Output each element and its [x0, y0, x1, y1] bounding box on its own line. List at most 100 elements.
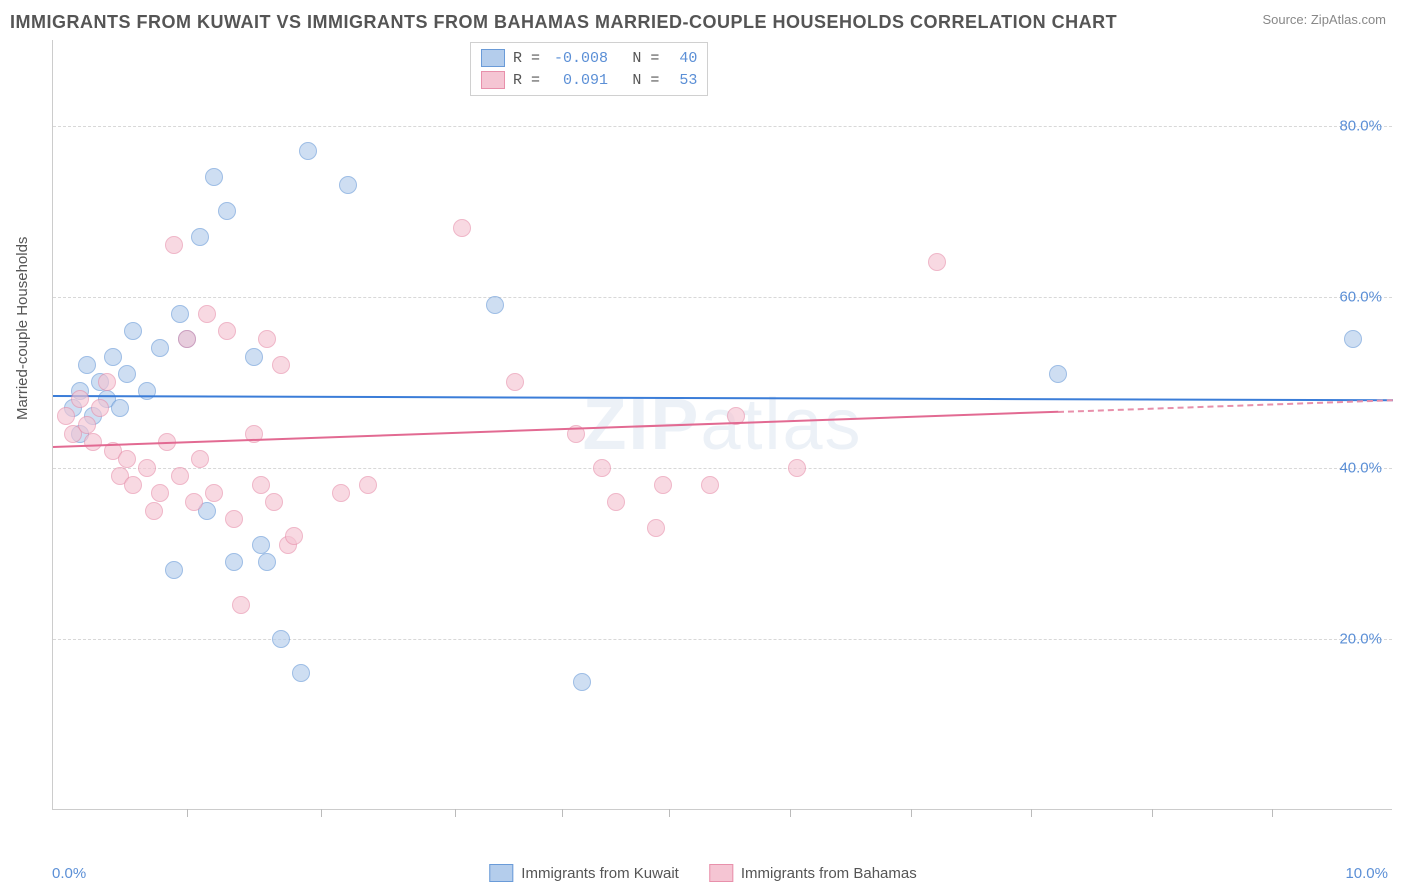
- x-tick: [1272, 809, 1273, 817]
- scatter-point: [299, 142, 317, 160]
- x-tick: [790, 809, 791, 817]
- scatter-point: [205, 168, 223, 186]
- scatter-point: [1049, 365, 1067, 383]
- gridline-horizontal: [53, 126, 1392, 127]
- scatter-point: [205, 484, 223, 502]
- legend-swatch: [489, 864, 513, 882]
- scatter-point: [165, 561, 183, 579]
- scatter-point: [84, 433, 102, 451]
- scatter-point: [78, 416, 96, 434]
- n-value: 53: [667, 72, 697, 89]
- scatter-point: [292, 664, 310, 682]
- legend-series-item: Immigrants from Kuwait: [489, 864, 679, 882]
- scatter-point: [788, 459, 806, 477]
- scatter-point: [171, 305, 189, 323]
- scatter-point: [78, 356, 96, 374]
- scatter-point: [272, 356, 290, 374]
- scatter-point: [218, 322, 236, 340]
- scatter-point: [258, 330, 276, 348]
- legend-series-item: Immigrants from Bahamas: [709, 864, 917, 882]
- x-tick: [1031, 809, 1032, 817]
- gridline-horizontal: [53, 468, 1392, 469]
- scatter-point: [272, 630, 290, 648]
- scatter-point: [339, 176, 357, 194]
- scatter-point: [252, 536, 270, 554]
- scatter-point: [104, 348, 122, 366]
- scatter-point: [111, 399, 129, 417]
- trend-line: [53, 411, 1058, 448]
- scatter-point: [258, 553, 276, 571]
- x-tick: [187, 809, 188, 817]
- scatter-point: [654, 476, 672, 494]
- scatter-point: [91, 399, 109, 417]
- scatter-point: [359, 476, 377, 494]
- scatter-point: [71, 390, 89, 408]
- r-label: R =: [513, 50, 540, 67]
- trend-line-extrapolated: [1058, 399, 1393, 413]
- scatter-point: [225, 553, 243, 571]
- gridline-horizontal: [53, 639, 1392, 640]
- correlation-legend: R = -0.008 N = 40R = 0.091 N = 53: [470, 42, 708, 96]
- scatter-point: [165, 236, 183, 254]
- trend-line: [53, 395, 1393, 401]
- n-label: N =: [632, 72, 659, 89]
- scatter-point: [138, 459, 156, 477]
- y-tick-label: 80.0%: [1339, 117, 1382, 134]
- x-axis-max-label: 10.0%: [1345, 865, 1388, 882]
- scatter-point: [506, 373, 524, 391]
- scatter-point: [928, 253, 946, 271]
- scatter-point: [252, 476, 270, 494]
- scatter-point: [593, 459, 611, 477]
- r-value: -0.008: [548, 50, 608, 67]
- scatter-point: [191, 228, 209, 246]
- scatter-point: [118, 365, 136, 383]
- scatter-point: [118, 450, 136, 468]
- r-value: 0.091: [548, 72, 608, 89]
- scatter-point: [647, 519, 665, 537]
- scatter-point: [178, 330, 196, 348]
- scatter-point: [265, 493, 283, 511]
- x-tick: [669, 809, 670, 817]
- legend-swatch: [481, 49, 505, 67]
- scatter-point: [198, 305, 216, 323]
- source-attribution: Source: ZipAtlas.com: [1262, 12, 1386, 27]
- scatter-point: [573, 673, 591, 691]
- scatter-point: [225, 510, 243, 528]
- x-tick: [455, 809, 456, 817]
- watermark: ZIPatlas: [582, 384, 862, 466]
- scatter-point: [151, 339, 169, 357]
- scatter-point: [57, 407, 75, 425]
- legend-stat-row: R = -0.008 N = 40: [481, 47, 697, 69]
- x-tick: [1152, 809, 1153, 817]
- scatter-point: [332, 484, 350, 502]
- legend-swatch: [481, 71, 505, 89]
- series-legend: Immigrants from Kuwait Immigrants from Ba…: [489, 864, 916, 882]
- scatter-point: [191, 450, 209, 468]
- y-axis-title: Married-couple Households: [14, 237, 31, 420]
- chart-title: IMMIGRANTS FROM KUWAIT VS IMMIGRANTS FRO…: [10, 12, 1117, 33]
- scatter-point: [607, 493, 625, 511]
- scatter-point: [701, 476, 719, 494]
- x-tick: [911, 809, 912, 817]
- legend-series-label: Immigrants from Kuwait: [521, 865, 679, 882]
- scatter-point: [124, 322, 142, 340]
- scatter-point: [486, 296, 504, 314]
- scatter-point: [232, 596, 250, 614]
- legend-stat-row: R =0.091 N =53: [481, 69, 697, 91]
- x-tick: [321, 809, 322, 817]
- scatter-point: [185, 493, 203, 511]
- plot-area: ZIPatlas 20.0%40.0%60.0%80.0%: [52, 40, 1392, 810]
- legend-series-label: Immigrants from Bahamas: [741, 865, 917, 882]
- correlation-chart: IMMIGRANTS FROM KUWAIT VS IMMIGRANTS FRO…: [0, 0, 1406, 892]
- y-tick-label: 40.0%: [1339, 459, 1382, 476]
- scatter-point: [171, 467, 189, 485]
- y-tick-label: 60.0%: [1339, 288, 1382, 305]
- scatter-point: [124, 476, 142, 494]
- legend-swatch: [709, 864, 733, 882]
- n-label: N =: [632, 50, 659, 67]
- x-axis-min-label: 0.0%: [52, 865, 86, 882]
- scatter-point: [453, 219, 471, 237]
- scatter-point: [145, 502, 163, 520]
- x-tick: [562, 809, 563, 817]
- n-value: 40: [667, 50, 697, 67]
